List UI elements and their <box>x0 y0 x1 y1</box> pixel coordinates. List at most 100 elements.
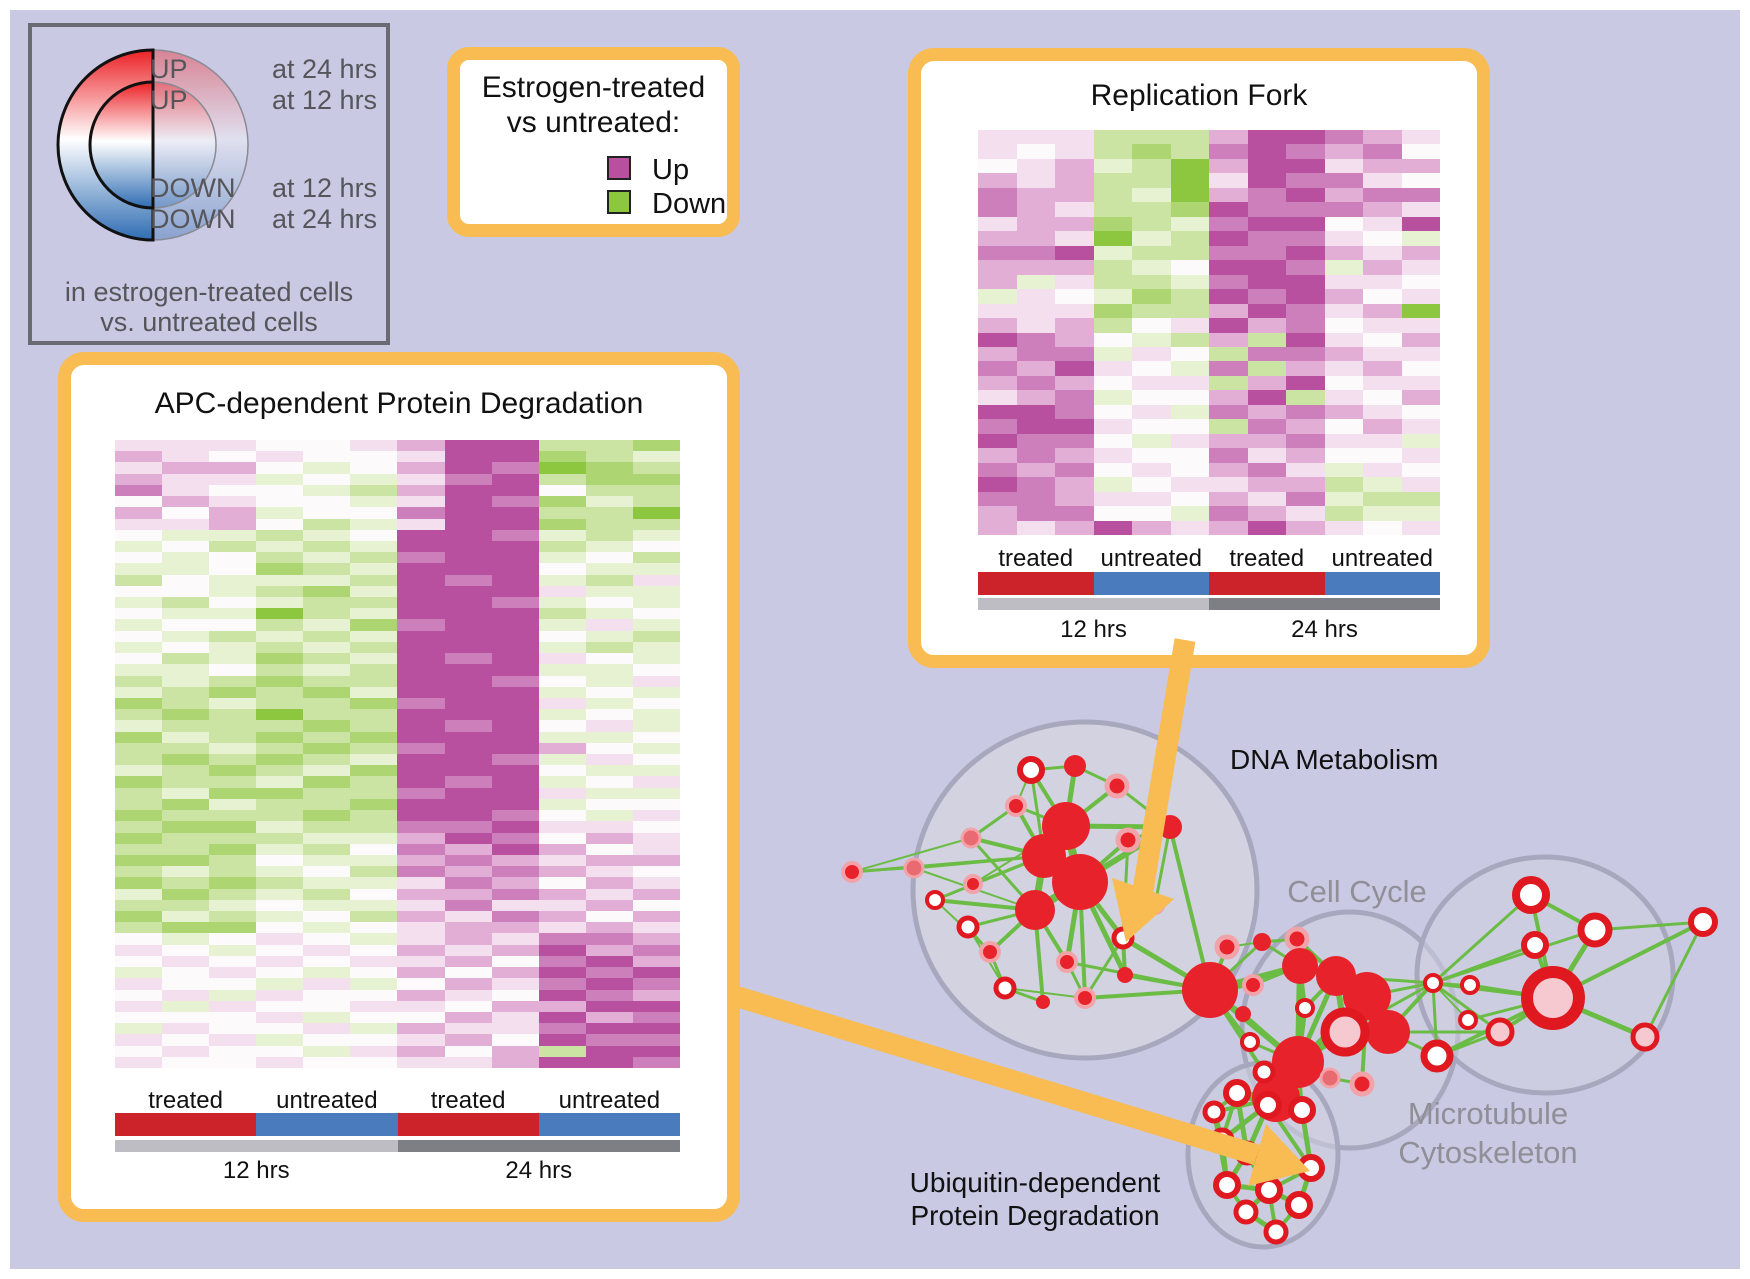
heatmap-cell <box>585 484 633 497</box>
heatmap-cell <box>444 888 492 900</box>
heatmap-cell <box>1363 144 1402 159</box>
heatmap-cell <box>444 922 492 934</box>
heatmap-cell <box>303 619 351 631</box>
heatmap-cell <box>1170 130 1209 145</box>
heatmap-cell <box>632 933 680 945</box>
heatmap-cell <box>1363 260 1402 275</box>
heatmap-cell <box>209 574 257 586</box>
heatmap-cell <box>632 843 680 855</box>
heatmap-cell <box>444 529 492 541</box>
heatmap-cell <box>162 518 210 530</box>
heatmap-cell <box>632 720 680 732</box>
heatmap-cell <box>1324 303 1363 319</box>
heatmap-cell <box>1209 130 1248 145</box>
heatmap-cell <box>303 664 351 676</box>
heatmap-cell <box>538 798 586 811</box>
network-node-wr <box>1460 975 1480 995</box>
heatmap-cell <box>1170 506 1209 521</box>
network-node-wr <box>1254 1091 1282 1119</box>
heatmap-cell <box>585 540 633 553</box>
heatmap-cell <box>1401 303 1440 319</box>
rf-panel-title: Replication Fork <box>1090 79 1308 112</box>
heatmap-cell <box>1363 318 1402 333</box>
heatmap-cell <box>209 641 257 654</box>
heatmap-cell <box>1093 173 1132 188</box>
heatmap-cell <box>1363 303 1402 319</box>
heatmap-cell <box>1401 173 1440 188</box>
heatmap-cell <box>350 641 398 654</box>
heatmap-cell <box>1016 231 1055 246</box>
heatmap-cell <box>632 473 680 485</box>
heatmap-cell <box>209 675 257 687</box>
heatmap-cell <box>397 899 445 911</box>
heatmap-cell <box>1324 202 1363 217</box>
heatmap-cell <box>397 597 445 609</box>
heatmap-cell <box>350 597 398 609</box>
heatmap-cell <box>303 899 351 911</box>
heatmap-cell <box>350 1011 398 1024</box>
heatmap-cell <box>444 866 492 878</box>
heatmap-cell <box>303 540 351 553</box>
heatmap-cell <box>209 440 257 452</box>
heatmap-cell <box>397 653 445 665</box>
heatmap-cell <box>397 742 445 754</box>
heatmap-cell <box>1324 130 1363 145</box>
heatmap-cell <box>444 967 492 979</box>
heatmap-cell <box>1132 187 1171 203</box>
heatmap-cell <box>538 686 586 698</box>
heatmap-cell <box>1016 332 1055 347</box>
heatmap-cell <box>1016 419 1055 434</box>
heatmap-cell <box>491 1056 539 1068</box>
heatmap-cell <box>115 540 163 553</box>
heatmap-cell <box>1016 462 1055 478</box>
heatmap-cell <box>397 664 445 676</box>
heatmap-cell <box>115 697 163 710</box>
heatmap-cell <box>585 765 633 777</box>
heatmap-cell <box>444 697 492 710</box>
heatmap-cell <box>1093 303 1132 319</box>
heatmap-cell <box>1055 202 1094 217</box>
heatmap-cell <box>115 765 163 777</box>
heatmap-cell <box>1324 462 1363 478</box>
heatmap-cell <box>1363 477 1402 492</box>
heatmap-cell <box>1016 404 1055 420</box>
heatmap-cell <box>1016 260 1055 275</box>
heatmap-cell <box>978 318 1017 333</box>
heatmap-cell <box>350 653 398 665</box>
network-node-s <box>1182 962 1238 1018</box>
heatmap-cell <box>444 798 492 811</box>
heatmap-cell <box>1093 231 1132 246</box>
heatmap-cell <box>538 563 586 575</box>
heatmap-cell <box>491 1011 539 1024</box>
heatmap-cell <box>585 563 633 575</box>
heatmap-cell <box>209 540 257 553</box>
heatmap-cell <box>632 540 680 553</box>
heatmap-cell <box>632 967 680 979</box>
heatmap-cell <box>444 1023 492 1035</box>
network-node-wr <box>1285 1191 1313 1219</box>
heatmap-cell <box>978 433 1017 449</box>
heatmap-cell <box>1286 202 1325 217</box>
heatmap-cell <box>1170 346 1209 362</box>
heatmap-cell <box>397 675 445 687</box>
heatmap-cell <box>632 630 680 642</box>
network-node-s <box>1064 755 1086 777</box>
heatmap-cell <box>162 597 210 609</box>
network-node-s <box>1036 995 1050 1009</box>
heatmap-cell <box>1016 375 1055 391</box>
microtubule-label-line2: Cytoskeleton <box>1398 1135 1578 1170</box>
heatmap-cell <box>585 754 633 766</box>
heatmap-cell <box>1401 260 1440 275</box>
heatmap-cell <box>1055 462 1094 478</box>
heatmap-cell <box>397 955 445 968</box>
heatmap-cell <box>397 911 445 923</box>
heatmap-cell <box>491 1000 539 1012</box>
heatmap-cell <box>538 697 586 710</box>
heatmap-cell <box>585 798 633 811</box>
heatmap-cell <box>303 709 351 721</box>
heatmap-cell <box>115 798 163 811</box>
heatmap-cell <box>209 630 257 642</box>
heatmap-cell <box>632 518 680 530</box>
heatmap-cell <box>303 843 351 855</box>
heatmap-cell <box>1170 260 1209 275</box>
